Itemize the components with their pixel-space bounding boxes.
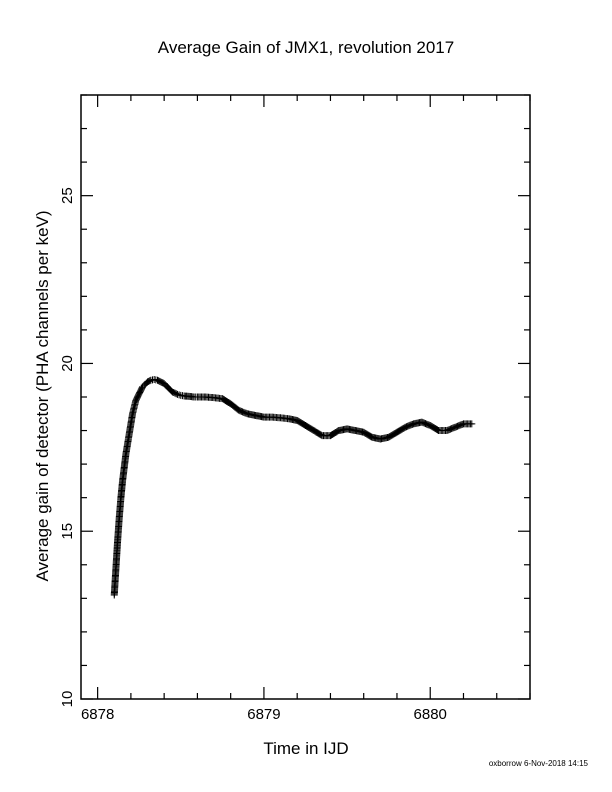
axis-ticks xyxy=(81,94,531,700)
y-tick-label: 25 xyxy=(59,187,76,204)
x-tick-label: 6880 xyxy=(414,706,447,723)
y-tick-label: 15 xyxy=(59,523,76,540)
y-tick-labels: 10 15 20 25 xyxy=(59,187,76,707)
plot-frame xyxy=(80,94,531,700)
footer-stamp: oxborrow 6-Nov-2018 14:15 xyxy=(489,759,589,768)
x-tick-label: 6879 xyxy=(247,706,280,723)
x-axis-label: Time in IJD xyxy=(263,739,348,758)
x-tick-label: 6878 xyxy=(81,706,114,723)
data-point xyxy=(468,420,476,428)
y-axis-label: Average gain of detector (PHA channels p… xyxy=(33,210,52,581)
data-points xyxy=(110,376,476,599)
chart-title: Average Gain of JMX1, revolution 2017 xyxy=(158,38,454,57)
x-tick-labels: 6878 6879 6880 xyxy=(81,706,447,723)
y-tick-label: 10 xyxy=(59,691,76,708)
data-point-dense xyxy=(175,391,183,399)
data-point-dense xyxy=(172,390,180,398)
data-point xyxy=(173,390,181,398)
y-tick-label: 20 xyxy=(59,355,76,372)
